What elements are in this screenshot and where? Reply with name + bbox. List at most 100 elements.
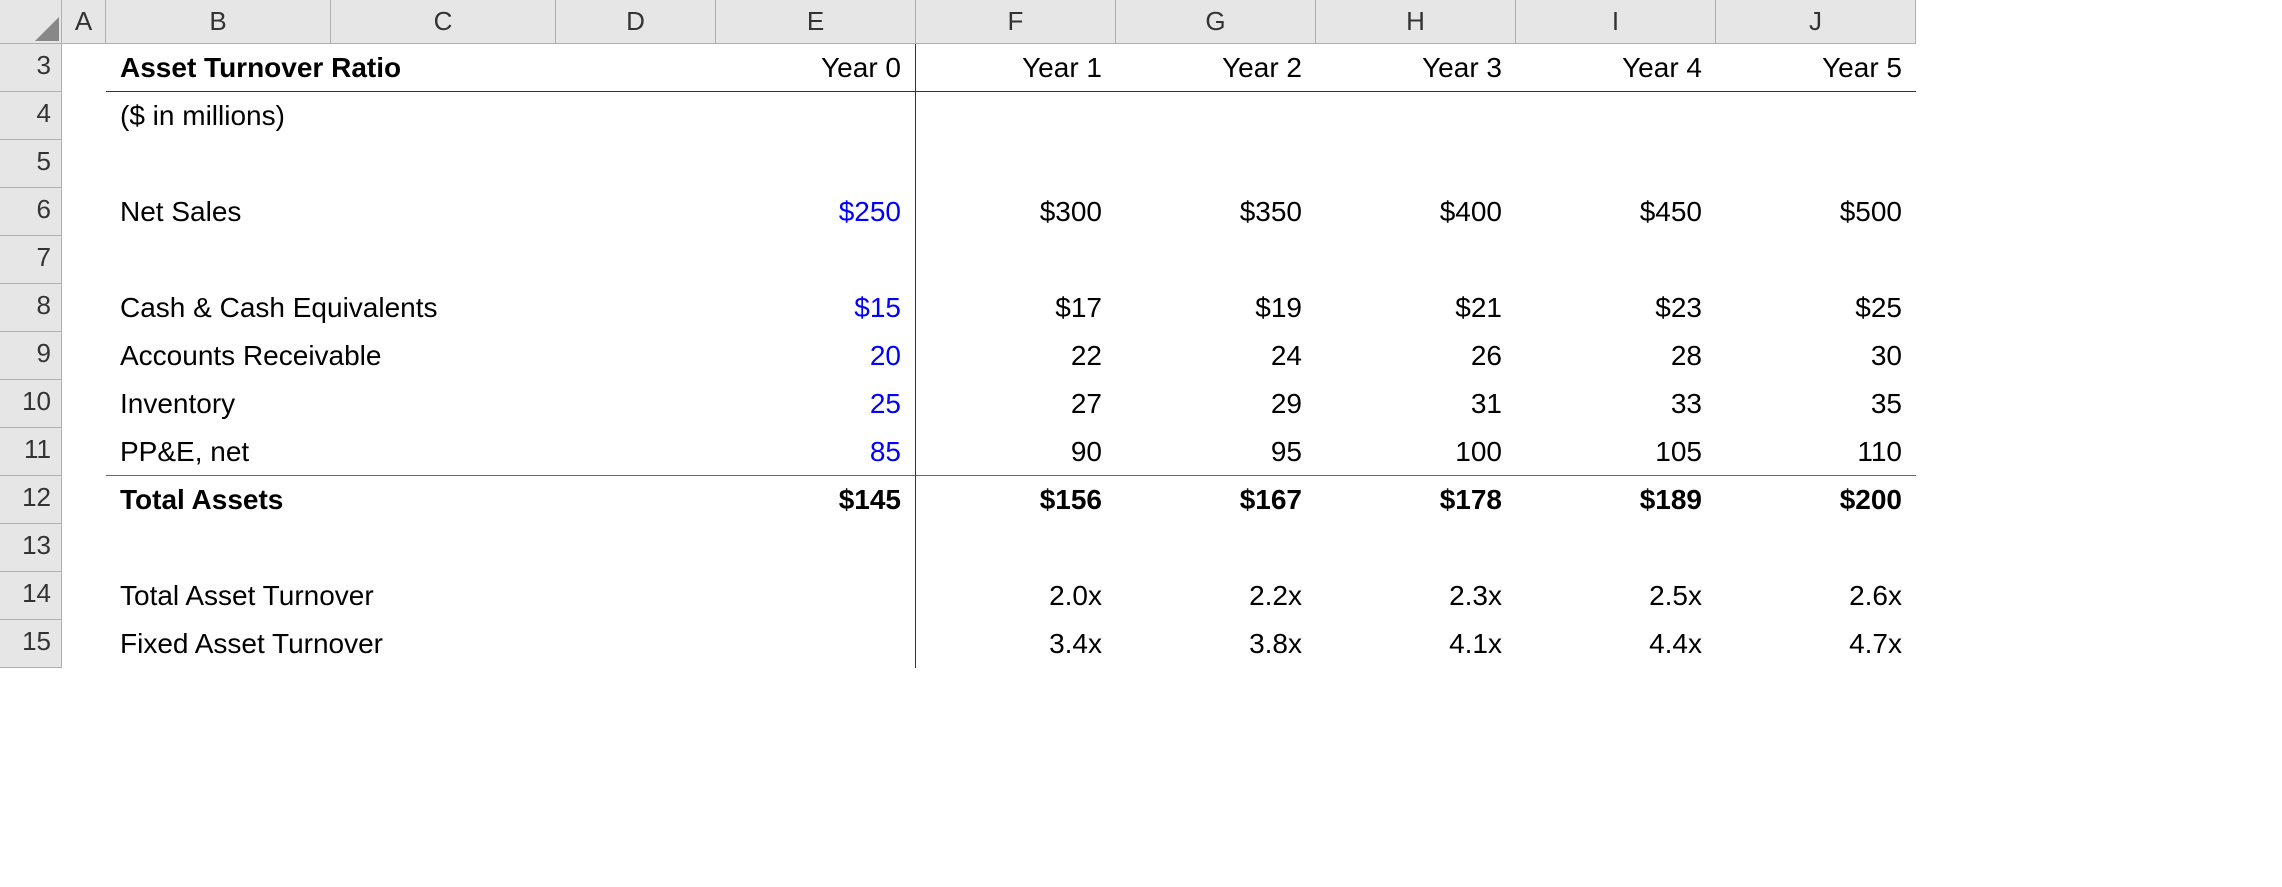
header-year0[interactable]: Year 0 (716, 44, 916, 92)
fat-y3[interactable]: 4.1x (1316, 620, 1516, 668)
units-label[interactable]: ($ in millions) (106, 92, 716, 140)
row-header-14[interactable]: 14 (0, 572, 62, 620)
col-header-i[interactable]: I (1516, 0, 1716, 44)
cell-b5[interactable] (106, 140, 716, 188)
title-label[interactable]: Asset Turnover Ratio (106, 44, 716, 92)
spreadsheet-grid[interactable]: A B C D E F G H I J 3 Asset Turnover Rat… (0, 0, 1916, 668)
row-header-11[interactable]: 11 (0, 428, 62, 476)
cell-i13[interactable] (1516, 524, 1716, 572)
inventory-y0[interactable]: 25 (716, 380, 916, 428)
cell-g13[interactable] (1116, 524, 1316, 572)
tat-label[interactable]: Total Asset Turnover (106, 572, 716, 620)
cell-a8[interactable] (62, 284, 106, 332)
cell-b7[interactable] (106, 236, 716, 284)
fat-y1[interactable]: 3.4x (916, 620, 1116, 668)
inventory-y4[interactable]: 33 (1516, 380, 1716, 428)
ppe-y0[interactable]: 85 (716, 428, 916, 476)
total-assets-y1[interactable]: $156 (916, 476, 1116, 524)
col-header-g[interactable]: G (1116, 0, 1316, 44)
select-all-corner[interactable] (0, 0, 62, 44)
ar-y0[interactable]: 20 (716, 332, 916, 380)
header-year1[interactable]: Year 1 (916, 44, 1116, 92)
cash-y3[interactable]: $21 (1316, 284, 1516, 332)
cell-h5[interactable] (1316, 140, 1516, 188)
row-header-6[interactable]: 6 (0, 188, 62, 236)
header-year4[interactable]: Year 4 (1516, 44, 1716, 92)
net-sales-y1[interactable]: $300 (916, 188, 1116, 236)
tat-y2[interactable]: 2.2x (1116, 572, 1316, 620)
net-sales-y2[interactable]: $350 (1116, 188, 1316, 236)
col-header-j[interactable]: J (1716, 0, 1916, 44)
cell-i4[interactable] (1516, 92, 1716, 140)
total-assets-label[interactable]: Total Assets (106, 476, 716, 524)
total-assets-y3[interactable]: $178 (1316, 476, 1516, 524)
col-header-f[interactable]: F (916, 0, 1116, 44)
net-sales-y4[interactable]: $450 (1516, 188, 1716, 236)
tat-y3[interactable]: 2.3x (1316, 572, 1516, 620)
ar-y5[interactable]: 30 (1716, 332, 1916, 380)
cell-a11[interactable] (62, 428, 106, 476)
cash-y1[interactable]: $17 (916, 284, 1116, 332)
col-header-e[interactable]: E (716, 0, 916, 44)
fat-y5[interactable]: 4.7x (1716, 620, 1916, 668)
ppe-y2[interactable]: 95 (1116, 428, 1316, 476)
fat-label[interactable]: Fixed Asset Turnover (106, 620, 716, 668)
cash-y0[interactable]: $15 (716, 284, 916, 332)
cash-y4[interactable]: $23 (1516, 284, 1716, 332)
row-header-8[interactable]: 8 (0, 284, 62, 332)
header-year5[interactable]: Year 5 (1716, 44, 1916, 92)
total-assets-y5[interactable]: $200 (1716, 476, 1916, 524)
total-assets-y0[interactable]: $145 (716, 476, 916, 524)
net-sales-y3[interactable]: $400 (1316, 188, 1516, 236)
cell-b13[interactable] (106, 524, 716, 572)
cell-j4[interactable] (1716, 92, 1916, 140)
cash-y5[interactable]: $25 (1716, 284, 1916, 332)
cell-a15[interactable] (62, 620, 106, 668)
inventory-y2[interactable]: 29 (1116, 380, 1316, 428)
ar-y3[interactable]: 26 (1316, 332, 1516, 380)
cell-j7[interactable] (1716, 236, 1916, 284)
cell-i7[interactable] (1516, 236, 1716, 284)
fat-y2[interactable]: 3.8x (1116, 620, 1316, 668)
ar-y1[interactable]: 22 (916, 332, 1116, 380)
net-sales-y5[interactable]: $500 (1716, 188, 1916, 236)
total-assets-y2[interactable]: $167 (1116, 476, 1316, 524)
cell-a12[interactable] (62, 476, 106, 524)
col-header-b[interactable]: B (106, 0, 331, 44)
col-header-d[interactable]: D (556, 0, 716, 44)
net-sales-label[interactable]: Net Sales (106, 188, 716, 236)
cell-a7[interactable] (62, 236, 106, 284)
net-sales-y0[interactable]: $250 (716, 188, 916, 236)
cell-e7[interactable] (716, 236, 916, 284)
cell-i5[interactable] (1516, 140, 1716, 188)
cash-label[interactable]: Cash & Cash Equivalents (106, 284, 716, 332)
row-header-4[interactable]: 4 (0, 92, 62, 140)
cell-a9[interactable] (62, 332, 106, 380)
ar-y4[interactable]: 28 (1516, 332, 1716, 380)
ppe-y5[interactable]: 110 (1716, 428, 1916, 476)
row-header-5[interactable]: 5 (0, 140, 62, 188)
cell-h13[interactable] (1316, 524, 1516, 572)
tat-y4[interactable]: 2.5x (1516, 572, 1716, 620)
row-header-13[interactable]: 13 (0, 524, 62, 572)
cell-h4[interactable] (1316, 92, 1516, 140)
cell-a10[interactable] (62, 380, 106, 428)
cell-a4[interactable] (62, 92, 106, 140)
row-header-12[interactable]: 12 (0, 476, 62, 524)
cell-f5[interactable] (916, 140, 1116, 188)
row-header-3[interactable]: 3 (0, 44, 62, 92)
cell-e5[interactable] (716, 140, 916, 188)
ppe-y4[interactable]: 105 (1516, 428, 1716, 476)
tat-y1[interactable]: 2.0x (916, 572, 1116, 620)
cell-a5[interactable] (62, 140, 106, 188)
col-header-c[interactable]: C (331, 0, 556, 44)
cell-g7[interactable] (1116, 236, 1316, 284)
row-header-7[interactable]: 7 (0, 236, 62, 284)
ppe-label[interactable]: PP&E, net (106, 428, 716, 476)
inventory-y3[interactable]: 31 (1316, 380, 1516, 428)
header-year2[interactable]: Year 2 (1116, 44, 1316, 92)
cell-j5[interactable] (1716, 140, 1916, 188)
cell-a13[interactable] (62, 524, 106, 572)
row-header-10[interactable]: 10 (0, 380, 62, 428)
ar-label[interactable]: Accounts Receivable (106, 332, 716, 380)
